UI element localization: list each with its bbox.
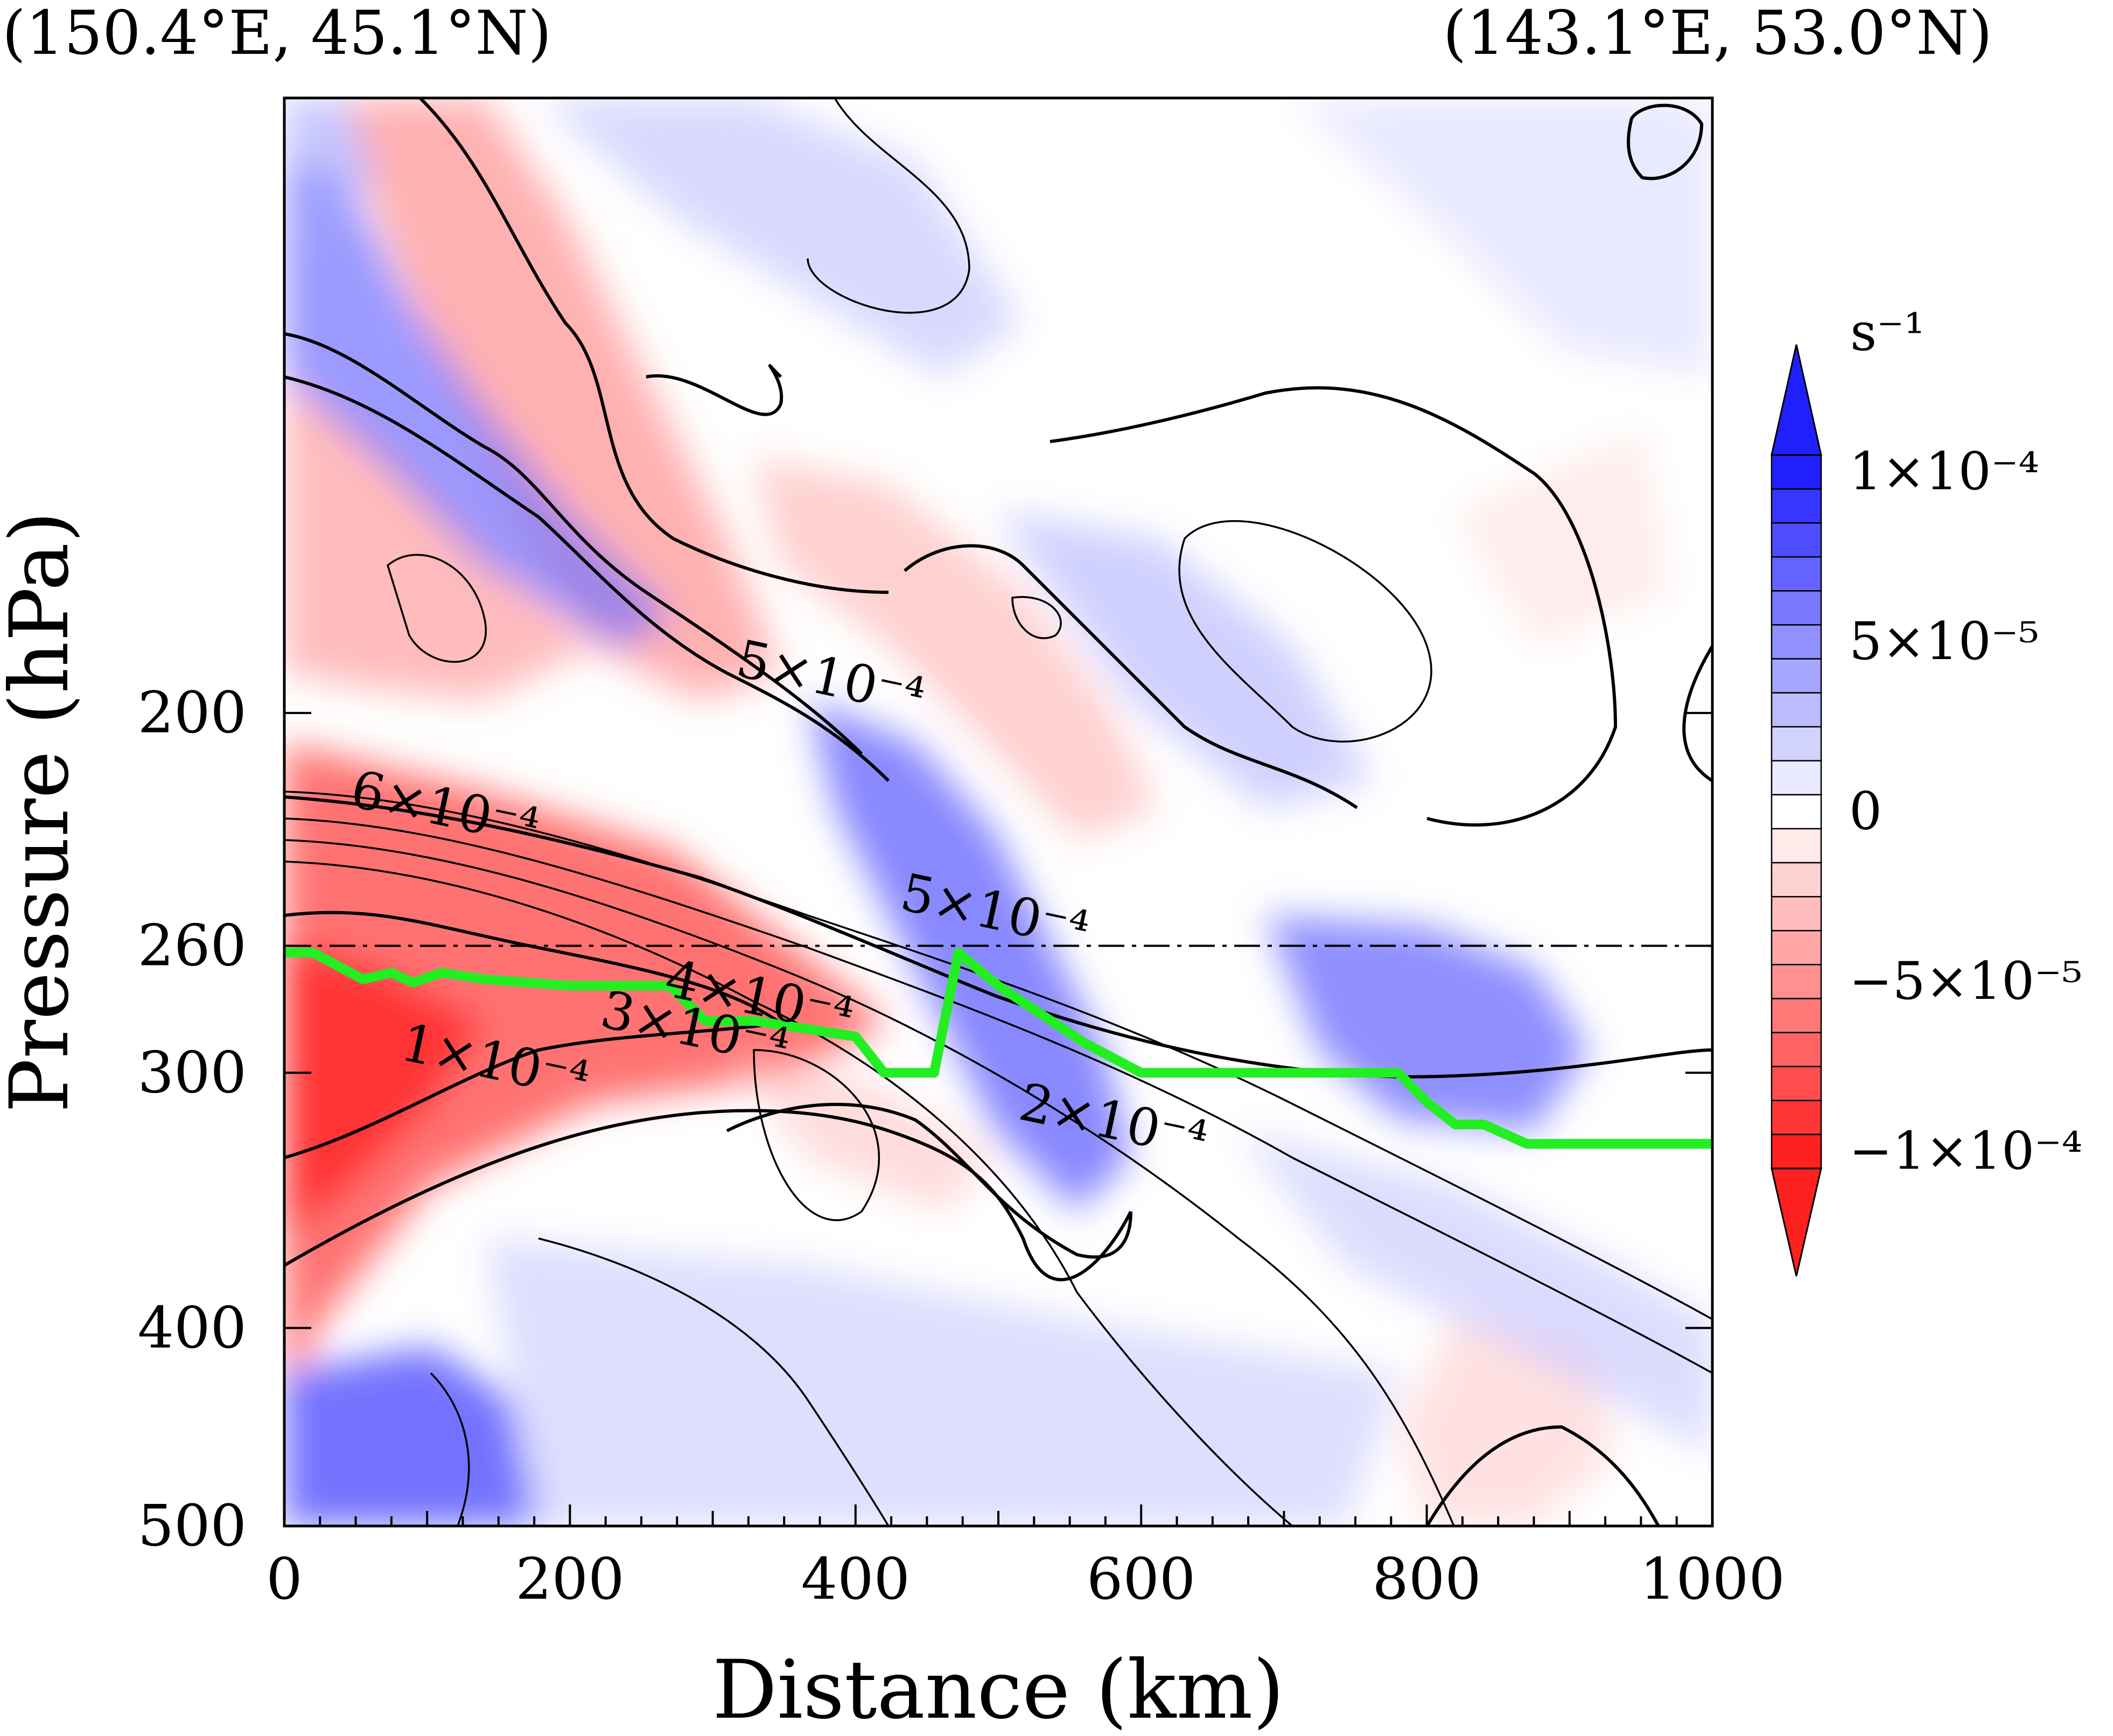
shade-blue-upper-mid (538, 98, 1023, 377)
colorbar-max-triangle (1771, 344, 1822, 456)
contour-thick (726, 1103, 1132, 1259)
right-corner-label: (143.1°E, 53.0°N) (1443, 0, 1992, 68)
left-corner-label: (150.4°E, 45.1°N) (2, 0, 551, 68)
contour-thick (646, 364, 783, 416)
colorbar-swatch (1771, 794, 1822, 830)
shade-blue-lower-left (284, 1346, 538, 1526)
contour-thick (1049, 386, 1618, 827)
contour-thick (1682, 645, 1712, 782)
shaded-field (284, 98, 1712, 1526)
shade-red-left (284, 377, 592, 700)
contour-thin (284, 839, 1455, 1526)
x-tick-label: 200 (515, 1546, 624, 1612)
colorbar-swatch (1771, 760, 1822, 796)
contour-thin (807, 98, 970, 314)
colorbar-swatch (1771, 895, 1822, 932)
contour-thin (284, 817, 1712, 1374)
shade-blue-right-top (1292, 98, 1712, 377)
x-tick-label: 0 (266, 1546, 302, 1612)
colorbar-swatch (1771, 930, 1822, 965)
contour-lines (284, 98, 1712, 1526)
colorbar-swatch (1771, 1100, 1822, 1136)
shade-red-lower (727, 1050, 996, 1212)
shade-red-upper (345, 98, 781, 700)
x-axis: 0 200 400 600 800 1000 (266, 1504, 1785, 1612)
contour-thin (1178, 520, 1432, 743)
colorbar-swatch (1771, 1032, 1822, 1067)
contour-thick (1627, 103, 1704, 180)
y-tick-label: 260 (138, 912, 247, 978)
contour-thick (904, 544, 1358, 809)
y-tick-label: 200 (138, 680, 247, 746)
x-axis-title: Distance (km) (712, 1643, 1284, 1736)
shade-blue-right (1265, 915, 1589, 1131)
shade-blue-right-mid (1239, 1131, 1712, 1454)
contour-thin (386, 554, 487, 663)
colorbar-swatch (1771, 454, 1822, 490)
colorbar-swatch (1771, 488, 1822, 524)
contour-thin (284, 790, 1712, 1320)
shade-blue-mid-band (996, 512, 1373, 808)
colorbar-swatch (1771, 1133, 1822, 1170)
shade-red-core (284, 942, 485, 1238)
colorbar-swatch (1771, 726, 1822, 762)
colorbar-min-triangle (1771, 1167, 1822, 1277)
colorbar-swatch (1771, 556, 1822, 592)
x-tick-label: 400 (801, 1546, 910, 1612)
y-tick-label: 500 (138, 1493, 247, 1559)
y-tick-label: 400 (138, 1294, 247, 1361)
contour-thick (284, 1109, 1132, 1282)
shade-blue-left-top (284, 98, 377, 226)
colorbar-swatch (1771, 590, 1822, 626)
colorbar-swatch (1771, 692, 1822, 728)
colorbar-swatch (1771, 658, 1822, 694)
colorbar-swatch (1771, 1066, 1822, 1102)
shade-red-mid (754, 458, 1158, 840)
plot-area: 5×10⁻⁴6×10⁻⁴5×10⁻⁴4×10⁻⁴3×10⁻⁴1×10⁻⁴2×10… (284, 98, 1712, 1526)
shade-blue-upper-left (284, 162, 673, 646)
colorbar-swatch (1771, 862, 1822, 898)
contour-thin (1011, 596, 1062, 639)
contour-thick (284, 332, 863, 755)
contour-thin (538, 1237, 890, 1526)
colorbar-swatch (1771, 998, 1822, 1033)
y-tick-label: 300 (138, 1039, 247, 1105)
tropopause-line (284, 948, 1712, 1149)
contour-thick (284, 375, 890, 782)
x-tick-label: 1000 (1640, 1546, 1785, 1612)
colorbar-swatch (1771, 964, 1822, 999)
colorbar-label: 0 (1849, 781, 1882, 842)
x-tick-label: 600 (1087, 1546, 1195, 1612)
colorbar-unit: s⁻¹ (1850, 302, 1925, 362)
contour-thin (753, 1049, 880, 1221)
colorbar-swatch (1771, 522, 1822, 558)
colorbar-label: −1×10⁻⁴ (1849, 1121, 2082, 1181)
colorbar: 1×10⁻⁴ 5×10⁻⁵ 0 −5×10⁻⁵ −1×10⁻⁴ (1771, 344, 2082, 1277)
colorbar-label: 1×10⁻⁴ (1849, 442, 2039, 502)
contour-thick (284, 795, 1712, 1079)
contour-thick (1425, 1425, 1660, 1526)
contour-thick (418, 98, 889, 594)
colorbar-swatch (1771, 624, 1822, 660)
colorbar-label: −5×10⁻⁵ (1849, 951, 2082, 1011)
contour-thin (284, 860, 1293, 1526)
contour-thin (430, 1372, 470, 1526)
colorbar-label: 5×10⁻⁵ (1849, 611, 2039, 671)
y-axis-title: Pressure (hPa) (0, 511, 87, 1112)
colorbar-swatch (1771, 828, 1822, 864)
x-tick-label: 800 (1372, 1546, 1481, 1612)
shade-red-main (284, 743, 888, 1400)
shade-red-right-upper (1454, 431, 1669, 646)
y-axis: 200 260 300 400 500 (138, 680, 1712, 1559)
